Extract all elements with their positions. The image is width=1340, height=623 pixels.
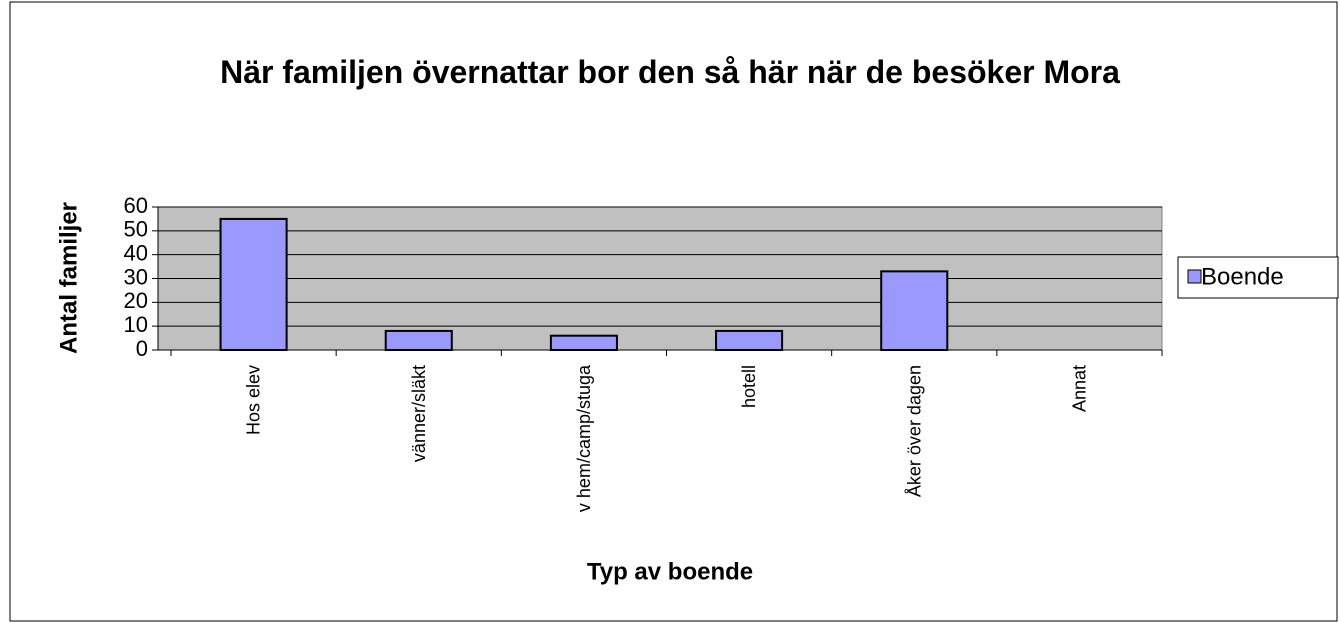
x-tick-label: Hos elev bbox=[243, 365, 264, 436]
chart-title: När familjen övernattar bor den så här n… bbox=[220, 54, 1120, 90]
bar bbox=[549, 334, 618, 352]
bar bbox=[219, 217, 288, 351]
legend-label: Boende bbox=[1201, 263, 1284, 290]
y-tick-label: 60 bbox=[124, 193, 148, 218]
x-tick-label: vänner/släkt bbox=[408, 365, 429, 463]
legend-swatch bbox=[1187, 269, 1202, 284]
legend-box bbox=[1177, 256, 1339, 299]
y-tick-label: 50 bbox=[124, 217, 148, 242]
y-axis-title: Antal familjer bbox=[55, 202, 82, 354]
y-tick-label: 10 bbox=[124, 312, 148, 337]
x-axis-title: Typ av boende bbox=[587, 558, 753, 585]
x-tick-label: Åker över dagen bbox=[904, 365, 925, 498]
y-tick-label: 30 bbox=[124, 264, 148, 289]
y-tick-label: 20 bbox=[124, 288, 148, 313]
x-tick-label: hotell bbox=[739, 365, 760, 409]
x-tick-label: Annat bbox=[1069, 365, 1090, 413]
y-tick-label: 40 bbox=[124, 240, 148, 265]
y-tick-label: 0 bbox=[136, 336, 148, 361]
bar bbox=[880, 270, 949, 352]
x-tick-label: v hem/camp/stuga bbox=[573, 365, 594, 513]
bar bbox=[384, 329, 453, 351]
bar bbox=[715, 329, 784, 351]
